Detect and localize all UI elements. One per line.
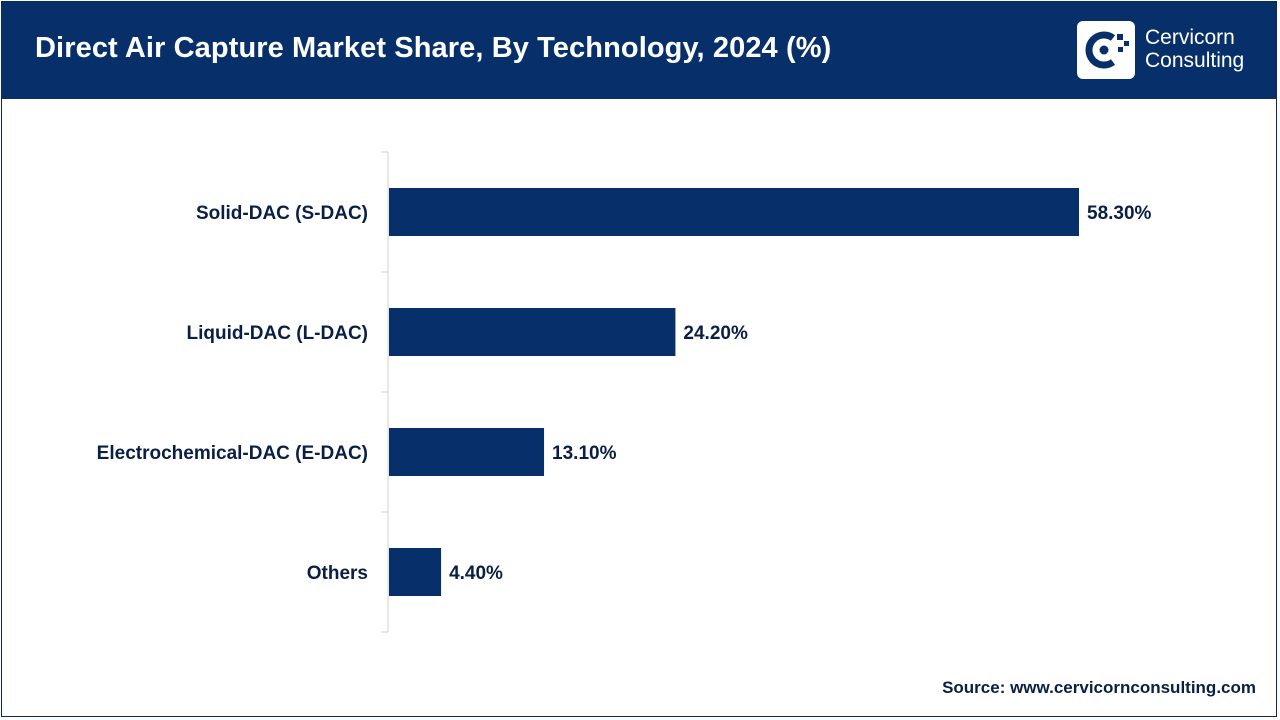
bar-2: [389, 308, 676, 356]
category-label: Solid-DAC (S-DAC): [196, 203, 368, 224]
data-label: 24.20%: [683, 323, 748, 344]
page-title: Direct Air Capture Market Share, By Tech…: [35, 32, 832, 64]
data-label: 13.10%: [552, 443, 617, 464]
bar-4: [389, 548, 442, 596]
category-label: Liquid-DAC (L-DAC): [186, 323, 368, 344]
logo-line1: Cervicorn: [1145, 26, 1235, 49]
data-label: 4.40%: [449, 563, 503, 584]
bar-1: [389, 188, 1079, 236]
bar-3: [389, 428, 545, 476]
category-label: Others: [307, 563, 368, 584]
logo-wordmark: Cervicorn Consulting: [1145, 26, 1244, 72]
logo-line2: Consulting: [1145, 49, 1245, 72]
source-note: Source: www.cervicornconsulting.com: [942, 678, 1256, 697]
header-banner: Direct Air Capture Market Share, By Tech…: [2, 2, 1276, 99]
data-label: 58.30%: [1087, 203, 1152, 224]
cervicorn-logo-icon: [1077, 21, 1135, 79]
bar-chart: Solid-DAC (S-DAC) 58.30% Liquid-DAC (L-DAC…: [97, 151, 1152, 633]
category-label: Electrochemical-DAC (E-DAC): [97, 443, 368, 464]
